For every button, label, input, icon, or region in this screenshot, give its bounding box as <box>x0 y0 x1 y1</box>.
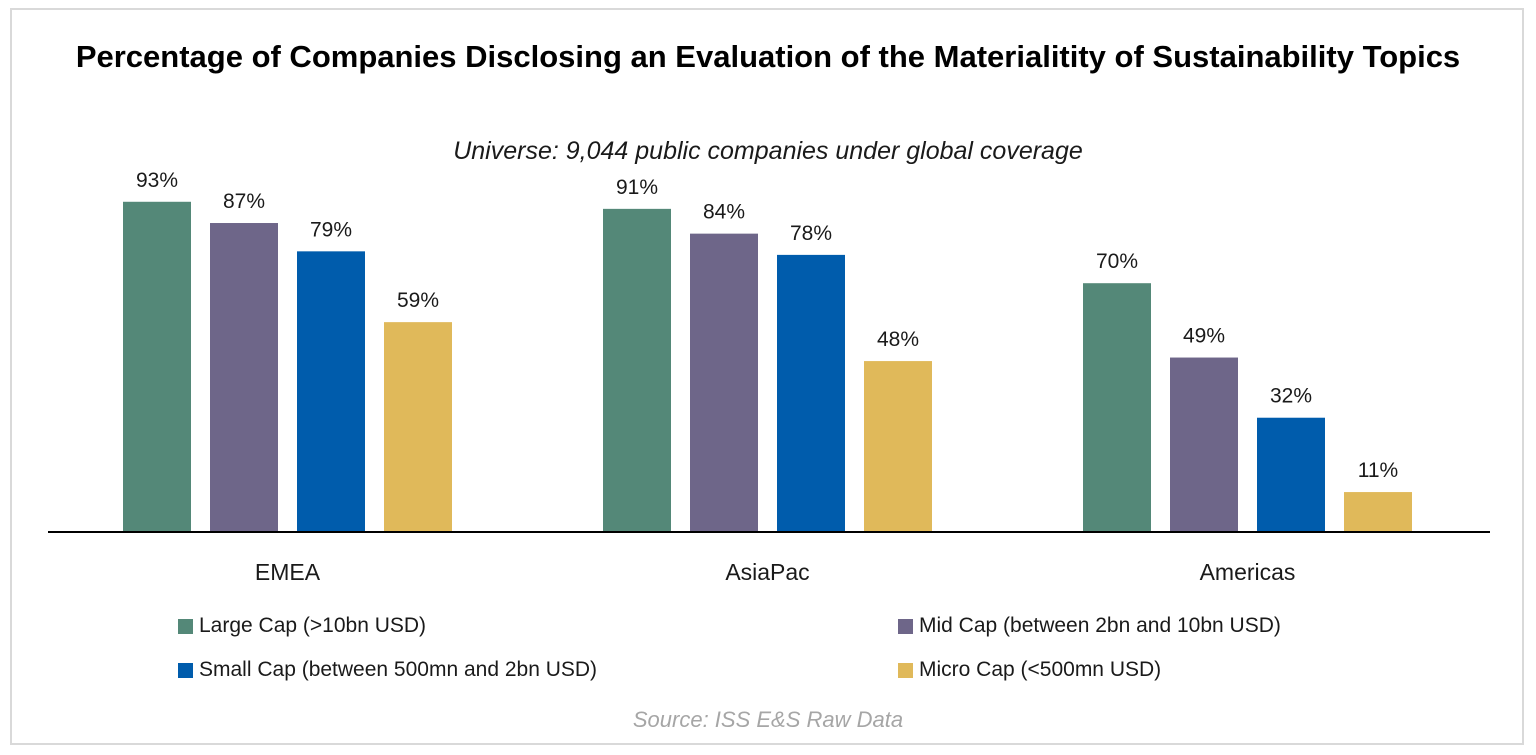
legend-item-small-cap: Small Cap (between 500mn and 2bn USD) <box>178 658 597 682</box>
legend-swatch-large-cap <box>178 618 193 634</box>
legend-label-micro-cap: Micro Cap (<500mn USD) <box>919 658 1162 681</box>
bar-emea-micro-cap <box>384 322 452 531</box>
legend-item-large-cap: Large Cap (>10bn USD) <box>178 614 426 638</box>
legend-item-micro-cap: Micro Cap (<500mn USD) <box>898 658 1161 682</box>
data-label-emea-small-cap: 79% <box>310 218 352 241</box>
legend-item-mid-cap: Mid Cap (between 2bn and 10bn USD) <box>898 614 1281 638</box>
bar-asiapac-small-cap <box>777 254 845 531</box>
legend-swatch-mid-cap <box>898 618 913 634</box>
bar-asiapac-mid-cap <box>690 233 758 531</box>
bar-emea-small-cap <box>297 251 365 531</box>
data-label-americas-large-cap: 70% <box>1096 250 1138 273</box>
bar-americas-mid-cap <box>1170 357 1238 531</box>
data-label-emea-micro-cap: 59% <box>397 289 439 312</box>
legend-label-small-cap: Small Cap (between 500mn and 2bn USD) <box>199 658 598 681</box>
chart-title: Percentage of Companies Disclosing an Ev… <box>75 39 1461 74</box>
source-note: Source: ISS E&S Raw Data <box>632 707 904 732</box>
bar-americas-small-cap <box>1257 417 1325 531</box>
data-label-americas-small-cap: 32% <box>1270 385 1312 408</box>
category-label-emea: EMEA <box>255 559 321 585</box>
legend-label-large-cap: Large Cap (>10bn USD) <box>199 614 427 637</box>
bar-asiapac-micro-cap <box>864 361 932 531</box>
legend-swatch-small-cap <box>178 662 193 678</box>
data-label-americas-micro-cap: 11% <box>1358 459 1398 482</box>
data-label-asiapac-large-cap: 91% <box>616 176 658 199</box>
bar-emea-mid-cap <box>210 223 278 531</box>
category-label-americas: Americas <box>1200 559 1296 585</box>
bar-americas-large-cap <box>1083 283 1151 531</box>
bar-emea-large-cap <box>123 201 191 531</box>
bar-americas-micro-cap <box>1344 492 1412 531</box>
data-label-americas-mid-cap: 49% <box>1183 325 1225 348</box>
data-label-emea-mid-cap: 87% <box>223 190 265 213</box>
data-label-asiapac-micro-cap: 48% <box>877 328 919 351</box>
bar-asiapac-large-cap <box>603 208 671 532</box>
legend-label-mid-cap: Mid Cap (between 2bn and 10bn USD) <box>919 614 1281 637</box>
category-label-asiapac: AsiaPac <box>725 559 809 585</box>
legend-swatch-micro-cap <box>898 662 913 678</box>
chart-subtitle: Universe: 9,044 public companies under g… <box>453 137 1083 165</box>
data-label-asiapac-small-cap: 78% <box>790 222 832 245</box>
data-label-emea-large-cap: 93% <box>136 169 178 192</box>
data-label-asiapac-mid-cap: 84% <box>703 201 745 224</box>
